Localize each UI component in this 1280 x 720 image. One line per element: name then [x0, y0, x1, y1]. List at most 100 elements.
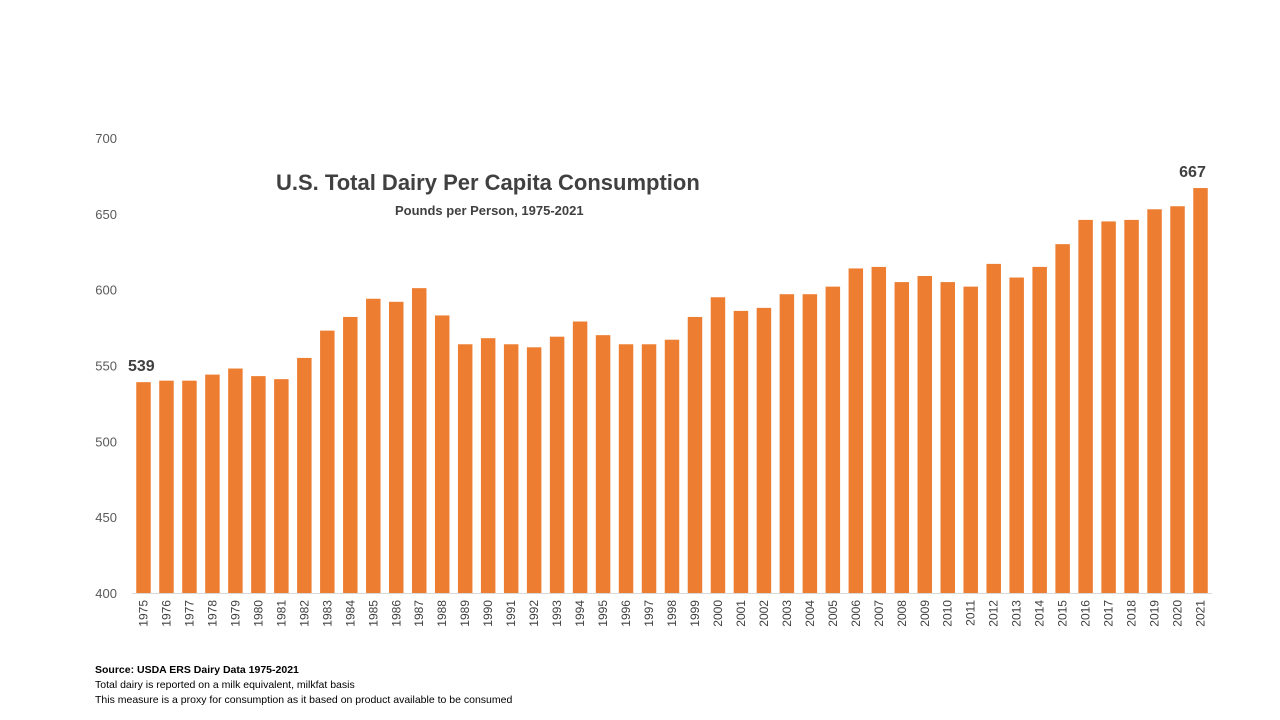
- x-tick-label: 1995: [596, 600, 610, 627]
- x-tick-label: 1980: [251, 600, 265, 627]
- x-tick-label: 1996: [619, 600, 633, 627]
- bar-2011: [963, 286, 978, 593]
- bar-2007: [871, 266, 887, 593]
- x-tick-label: 2009: [918, 600, 932, 627]
- bar-2014: [1032, 266, 1047, 593]
- x-tick-label: 2004: [803, 600, 817, 627]
- bar-1990: [480, 338, 496, 593]
- data-label-2021: 667: [1179, 164, 1206, 181]
- bar-1987: [411, 288, 427, 593]
- y-tick-label: 550: [95, 359, 117, 374]
- x-tick-label: 1997: [642, 600, 656, 627]
- bar-2020: [1170, 206, 1185, 593]
- x-tick-label: 1983: [320, 600, 334, 627]
- x-tick-label: 2012: [987, 600, 1001, 627]
- x-tick-label: 1998: [665, 600, 679, 627]
- data-label-1975: 539: [128, 358, 155, 375]
- x-tick-label: 1993: [550, 600, 564, 627]
- x-tick-label: 2014: [1033, 600, 1047, 627]
- x-tick-label: 2001: [734, 600, 748, 627]
- x-tick-label: 2005: [826, 600, 840, 627]
- bar-2012: [986, 263, 1001, 593]
- bar-1980: [251, 376, 266, 593]
- bar-1978: [205, 374, 220, 593]
- bar-2010: [940, 282, 955, 593]
- bar-2002: [756, 307, 772, 593]
- x-tick-label: 2015: [1056, 600, 1070, 627]
- x-tick-label: 2021: [1194, 600, 1208, 627]
- x-tick-label: 2007: [872, 600, 886, 627]
- x-tick-label: 1976: [159, 600, 173, 627]
- source-note: Source: USDA ERS Dairy Data 1975-2021: [95, 664, 299, 676]
- y-tick-label: 450: [95, 510, 117, 525]
- bar-2009: [917, 276, 933, 593]
- bar-1997: [641, 344, 657, 593]
- x-tick-label: 1988: [435, 600, 449, 627]
- x-tick-label: 1994: [573, 600, 587, 627]
- x-tick-label: 2017: [1102, 600, 1116, 627]
- bar-2018: [1124, 219, 1139, 593]
- chart-subtitle: Pounds per Person, 1975-2021: [395, 203, 584, 218]
- x-tick-label: 2011: [964, 600, 978, 626]
- bar-1992: [526, 347, 542, 593]
- x-tick-label: 1982: [297, 600, 311, 627]
- x-tick-label: 1975: [136, 600, 150, 627]
- x-tick-label: 2008: [895, 600, 909, 627]
- x-tick-label: 2018: [1125, 600, 1139, 627]
- bar-1977: [182, 380, 197, 593]
- x-tick-label: 1986: [389, 600, 403, 627]
- x-tick-label: 1985: [366, 600, 380, 627]
- bar-2008: [894, 282, 910, 593]
- bar-2003: [779, 294, 795, 593]
- x-tick-label: 2000: [711, 600, 725, 627]
- y-tick-label: 650: [95, 207, 117, 222]
- bar-1998: [664, 339, 680, 593]
- x-tick-label: 1991: [504, 600, 518, 627]
- x-tick-label: 1981: [274, 600, 288, 627]
- x-tick-label: 1989: [458, 600, 472, 627]
- x-tick-label: 1984: [343, 600, 357, 627]
- x-tick-label: 1987: [412, 600, 426, 627]
- bar-1989: [457, 344, 473, 593]
- chart-title: U.S. Total Dairy Per Capita Consumption: [276, 170, 700, 195]
- bar-2021: [1193, 188, 1208, 594]
- bar-1995: [595, 335, 611, 593]
- bar-1984: [343, 316, 358, 593]
- y-tick-label: 700: [95, 131, 117, 146]
- bar-1986: [389, 301, 404, 593]
- x-tick-label: 1990: [481, 600, 495, 627]
- note-line-1: Total dairy is reported on a milk equiva…: [95, 679, 355, 691]
- bar-1985: [366, 298, 381, 593]
- x-tick-label: 2006: [849, 600, 863, 627]
- chart-notes: Source: USDA ERS Dairy Data 1975-2021 To…: [95, 663, 512, 708]
- bar-2006: [848, 268, 864, 593]
- x-tick-label: 2019: [1148, 600, 1162, 627]
- x-tick-label: 2013: [1010, 600, 1024, 627]
- bar-2000: [710, 297, 726, 593]
- x-tick-label: 2020: [1171, 600, 1185, 627]
- x-tick-label: 1999: [688, 600, 702, 627]
- x-tick-label: 1977: [182, 600, 196, 627]
- x-tick-label: 1979: [228, 600, 242, 627]
- bar-1988: [434, 315, 450, 593]
- bar-1979: [228, 368, 243, 593]
- bar-2013: [1009, 277, 1024, 593]
- bar-1981: [274, 379, 289, 593]
- bar-1982: [297, 357, 312, 593]
- bar-1999: [687, 316, 703, 593]
- bar-2015: [1055, 244, 1070, 593]
- note-line-2: This measure is a proxy for consumption …: [95, 694, 513, 706]
- bar-2001: [733, 310, 749, 593]
- bar-2005: [825, 286, 841, 593]
- bar-2016: [1078, 219, 1093, 593]
- x-tick-label: 2010: [941, 600, 955, 627]
- y-tick-label: 400: [95, 586, 117, 601]
- bar-1975: [136, 382, 151, 593]
- bar-1996: [618, 344, 634, 593]
- bar-2004: [802, 294, 818, 593]
- x-tick-label: 1978: [205, 600, 219, 627]
- bar-1976: [159, 380, 174, 593]
- x-tick-label: 2002: [757, 600, 771, 627]
